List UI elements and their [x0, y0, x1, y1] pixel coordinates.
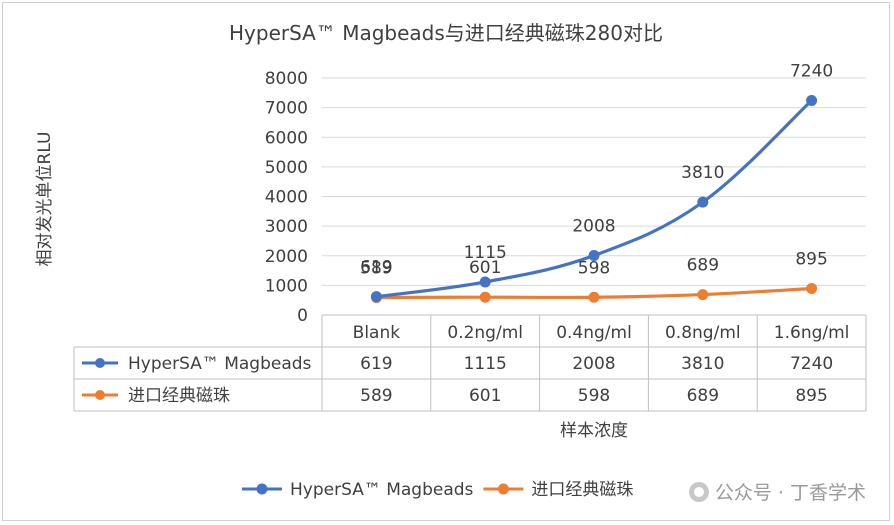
table-series-name: HyperSA™ Magbeads	[128, 354, 312, 374]
x-tick-label: 0.2ng/ml	[447, 323, 523, 343]
y-tick-label: 3000	[265, 217, 308, 237]
data-point	[588, 291, 600, 303]
table-cell: 2008	[572, 354, 615, 374]
x-tick-label: Blank	[353, 323, 401, 343]
table-series-name: 进口经典磁珠	[128, 386, 230, 406]
data-point	[806, 95, 818, 107]
table-cell: 598	[578, 386, 610, 406]
data-label: 589	[360, 259, 392, 279]
data-point	[697, 196, 709, 208]
data-point	[370, 291, 382, 303]
data-table: Blank 0.2ng/ml 0.4ng/ml 0.8ng/ml 1.6ng/ml Hyp…	[73, 314, 867, 412]
legend-label: 进口经典磁珠	[531, 480, 633, 500]
legend-marker	[497, 483, 509, 495]
table-cell: 589	[360, 386, 392, 406]
series-lines	[370, 95, 818, 304]
table-legend-marker	[95, 358, 105, 368]
table-cell: 1115	[464, 354, 507, 374]
table-cell: 895	[795, 386, 827, 406]
y-tick-label: 5000	[265, 158, 308, 178]
y-tick-label: 6000	[265, 128, 308, 148]
legend: HyperSA™ Magbeads 进口经典磁珠	[242, 480, 633, 500]
legend-label: HyperSA™ Magbeads	[290, 480, 474, 500]
data-label: 2008	[572, 217, 615, 237]
chart-title: HyperSA™ Magbeads与进口经典磁珠280对比	[229, 21, 663, 45]
y-tick-label: 7000	[265, 99, 308, 119]
data-label: 601	[469, 258, 501, 278]
y-tick-label: 2000	[265, 247, 308, 267]
table-legend-marker	[95, 390, 105, 400]
table-cell: 3810	[681, 354, 724, 374]
data-label: 3810	[681, 163, 724, 183]
watermark: 公众号 · 丁香学术	[688, 478, 866, 505]
data-point	[588, 250, 600, 262]
y-tick-label: 8000	[265, 69, 308, 89]
table-cell: 7240	[790, 354, 833, 374]
y-tick-labels: 0 1000 2000 3000 4000 5000 6000 7000 8000	[265, 69, 308, 326]
watermark-text: 公众号 · 丁香学术	[714, 482, 866, 504]
x-tick-label: 0.4ng/ml	[556, 323, 632, 343]
legend-marker	[256, 483, 268, 495]
table-cell: 601	[469, 386, 501, 406]
data-label: 689	[687, 256, 719, 276]
table-cell: 619	[360, 354, 392, 374]
data-labels: 619 1115 2008 3810 7240 589 601 598 689 895	[360, 62, 833, 279]
data-label: 598	[578, 258, 610, 278]
data-label: 7240	[790, 62, 833, 82]
x-tick-label: 0.8ng/ml	[665, 323, 741, 343]
data-point	[479, 291, 491, 303]
data-label: 895	[795, 249, 827, 269]
y-tick-label: 0	[297, 306, 308, 326]
y-tick-label: 4000	[265, 188, 308, 208]
data-label: 1115	[464, 243, 507, 263]
wechat-icon	[688, 481, 709, 502]
x-axis-label: 样本浓度	[560, 421, 628, 441]
x-tick-label: 1.6ng/ml	[774, 323, 850, 343]
data-point	[806, 282, 818, 294]
data-point	[697, 289, 709, 301]
table-cell: 689	[687, 386, 719, 406]
data-point	[479, 276, 491, 288]
data-label: 619	[360, 258, 392, 278]
y-axis-label: 相对发光单位RLU	[35, 132, 55, 267]
y-tick-label: 1000	[265, 276, 308, 296]
